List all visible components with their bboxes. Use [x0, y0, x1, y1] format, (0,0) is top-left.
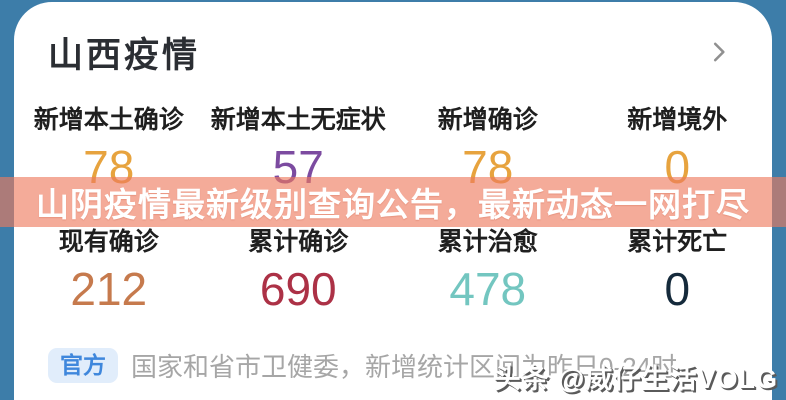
stat-label: 现有确诊	[58, 228, 159, 256]
stat-value: 0	[664, 263, 691, 315]
stat-value: 690	[259, 263, 337, 315]
watermark: 头条 @威仔生活VOLG	[493, 364, 778, 394]
headline-banner: 山阴疫情最新级别查询公告，最新动态一网打尽	[0, 177, 786, 227]
source-bar: 官方 国家和省市卫健委，新增统计区间为昨日0-24时	[48, 347, 738, 384]
stat-current-confirmed: 现有确诊 212	[14, 226, 204, 312]
stat-label: 累计治愈	[437, 228, 538, 256]
stat-label: 新增本土无症状	[210, 106, 386, 134]
stats-row-cumulative: 现有确诊 212 累计确诊 690 累计治愈 478 累计死亡 0	[14, 226, 772, 312]
page-title: 山西疫情	[48, 35, 201, 75]
stat-total-cured: 累计治愈 478	[393, 226, 583, 312]
stat-total-deaths: 累计死亡 0	[583, 226, 773, 312]
stat-label: 累计确诊	[248, 228, 349, 256]
stat-new-local-asymptomatic: 新增本土无症状 57	[204, 104, 394, 190]
stat-total-confirmed: 累计确诊 690	[204, 226, 394, 312]
source-text: 国家和省市卫健委，新增统计区间为昨日0-24时	[131, 352, 678, 382]
stat-value: 212	[70, 263, 148, 315]
stat-label: 新增境外	[627, 106, 728, 134]
stat-label: 累计死亡	[627, 228, 728, 256]
headline-text: 山阴疫情最新级别查询公告，最新动态一网打尽	[36, 186, 750, 223]
stat-label: 新增确诊	[437, 106, 538, 134]
official-badge: 官方	[48, 348, 118, 383]
card-header[interactable]: 山西疫情	[48, 26, 732, 78]
stat-label: 新增本土确诊	[33, 106, 184, 134]
chevron-right-icon[interactable]	[706, 39, 732, 65]
stat-value: 478	[449, 263, 527, 315]
